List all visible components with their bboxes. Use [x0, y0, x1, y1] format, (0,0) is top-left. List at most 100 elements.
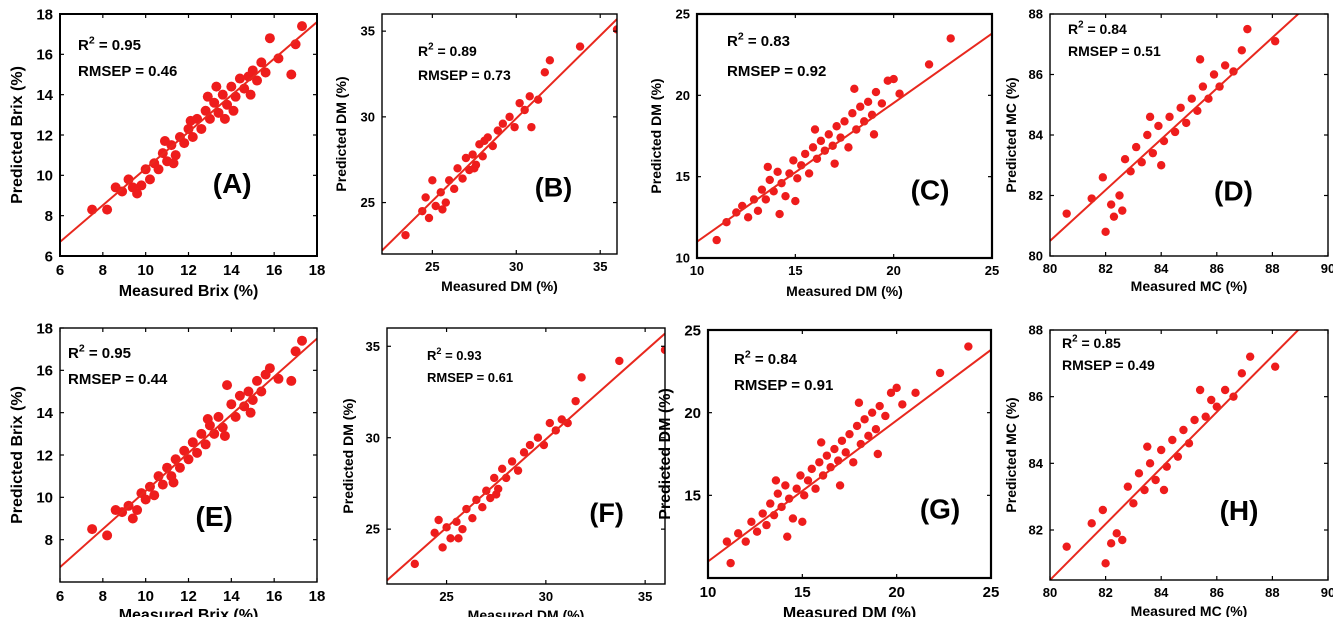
x-tick-label: 8 [99, 588, 107, 605]
data-point [1062, 542, 1071, 551]
x-tick-label: 30 [509, 259, 523, 274]
data-point [264, 363, 275, 374]
data-point [515, 98, 524, 108]
data-point [808, 143, 818, 152]
data-point [239, 401, 250, 412]
data-point [421, 193, 430, 202]
plot-frame [386, 327, 666, 585]
scatter-panel-e: 6 8 10 12 14 16 18 8 10 12 14 16 18 Measured Brix (%)… [9, 320, 325, 617]
y-tick-label: 82 [1029, 523, 1043, 538]
data-point [946, 34, 955, 43]
y-axis-label: Predicted Brix (%) [9, 66, 26, 204]
data-point [290, 346, 301, 357]
data-point [490, 473, 499, 483]
y-tick-label: 25 [361, 195, 375, 210]
data-point [1062, 209, 1071, 218]
data-point [911, 388, 920, 398]
data-point [1237, 369, 1247, 378]
data-point [170, 150, 181, 161]
data-point [117, 186, 128, 197]
fit-line [60, 337, 317, 568]
data-point [763, 162, 772, 172]
x-tick-label: 12 [180, 262, 197, 279]
x-tick-label: 86 [1210, 261, 1224, 276]
data-point [749, 195, 759, 204]
data-point [798, 517, 807, 526]
y-axis-label: Predicted Brix (%) [9, 386, 26, 524]
data-point [438, 543, 447, 552]
data-point [136, 180, 147, 191]
data-point [174, 462, 185, 473]
data-point [510, 122, 519, 132]
data-point [211, 81, 222, 92]
points-g [722, 342, 973, 568]
data-point [733, 529, 743, 538]
x-axis-label: Measured DM (%) [783, 605, 916, 617]
data-point [1115, 191, 1124, 200]
data-point [505, 112, 514, 122]
data-point [773, 489, 783, 498]
data-point [773, 167, 782, 176]
y-tick-label: 20 [684, 405, 701, 422]
data-point [1209, 70, 1219, 79]
y-tick-label: 25 [684, 322, 701, 339]
data-point [213, 411, 224, 422]
data-point [775, 209, 784, 219]
data-point [87, 524, 98, 535]
data-point [228, 105, 239, 116]
data-point [1134, 469, 1144, 478]
data-point [867, 408, 877, 417]
x-tick-label: 18 [309, 262, 326, 279]
data-point [784, 494, 794, 503]
fit-line [60, 21, 317, 243]
data-point [468, 513, 477, 523]
data-point [149, 490, 160, 501]
data-point [822, 451, 832, 460]
y-tick-label: 18 [36, 6, 53, 23]
panel-label: (G) [920, 493, 960, 524]
y-tick-label: 8 [45, 532, 53, 549]
data-point [575, 42, 585, 51]
y-tick-label: 25 [676, 7, 690, 22]
data-point [1229, 392, 1238, 401]
data-point [157, 479, 168, 490]
data-point [835, 481, 845, 490]
scatter-panel-a: 6 8 10 12 14 16 18 6 8 10 12 14 16 18 Measured Brix (%… [9, 6, 325, 300]
fit-line [387, 332, 665, 582]
data-point [153, 164, 164, 175]
x-tick-label: 10 [137, 262, 154, 279]
x-axis-label: Measured MC (%) [1131, 603, 1248, 617]
data-point [800, 149, 810, 159]
data-point [830, 444, 839, 454]
data-point [860, 415, 869, 424]
data-point [741, 537, 750, 546]
data-point [424, 213, 434, 223]
x-tick-label: 25 [985, 263, 999, 278]
points-h [1062, 352, 1280, 568]
x-tick-label: 10 [700, 584, 717, 601]
data-point [217, 422, 228, 433]
data-point [168, 477, 179, 488]
y-tick-label: 18 [36, 320, 53, 337]
data-point [1106, 539, 1116, 548]
data-point [869, 130, 879, 139]
r-squared-label: R2 = 0.95 [78, 34, 141, 54]
data-point [168, 158, 179, 169]
r-squared-label: R2 = 0.84 [734, 348, 798, 368]
data-point [449, 184, 459, 194]
data-point [791, 196, 800, 206]
data-point [815, 458, 824, 467]
x-tick-label: 90 [1321, 261, 1333, 276]
x-tick-label: 6 [56, 588, 64, 605]
data-point [1198, 82, 1208, 91]
data-point [286, 69, 297, 80]
y-tick-label: 15 [684, 488, 701, 505]
x-tick-label: 88 [1265, 585, 1279, 600]
data-point [743, 213, 753, 222]
data-point [470, 164, 479, 173]
rmsep-label: RMSEP = 0.44 [68, 371, 168, 388]
x-tick-label: 35 [638, 589, 652, 604]
data-point [525, 440, 535, 450]
y-tick-label: 88 [1029, 323, 1043, 338]
data-point [219, 113, 230, 124]
